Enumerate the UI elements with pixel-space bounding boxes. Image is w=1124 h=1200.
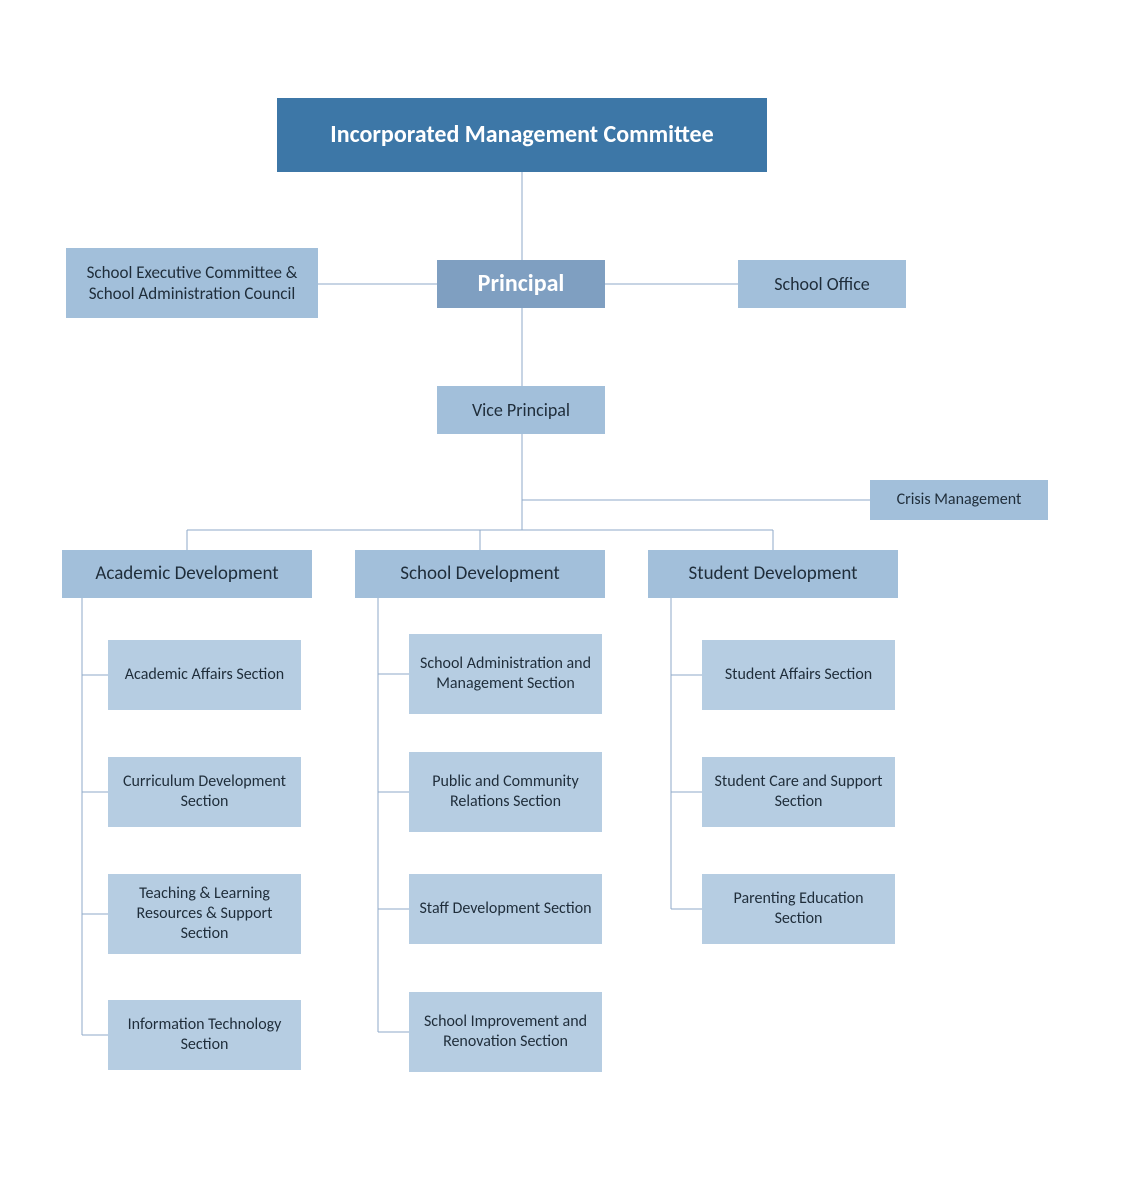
node-parenting-education: Parenting Education Section [702,874,895,944]
node-staff-development: Staff Development Section [409,874,602,944]
node-teaching-resources: Teaching & Learning Resources & Support … [108,874,301,954]
node-school-office: School Office [738,260,906,308]
node-public-relations: Public and Community Relations Section [409,752,602,832]
node-student-affairs: Student Affairs Section [702,640,895,710]
node-information-technology: Information Technology Section [108,1000,301,1070]
node-academic-affairs: Academic Affairs Section [108,640,301,710]
node-student-development: Student Development [648,550,898,598]
node-committee: Incorporated Management Committee [277,98,767,172]
node-student-care: Student Care and Support Section [702,757,895,827]
node-school-admin: School Administration and Management Sec… [409,634,602,714]
node-school-improvement: School Improvement and Renovation Sectio… [409,992,602,1072]
node-curriculum-development: Curriculum Development Section [108,757,301,827]
node-principal: Principal [437,260,605,308]
node-crisis-management: Crisis Management [870,480,1048,520]
node-school-development: School Development [355,550,605,598]
node-exec-committee: School Executive Committee & School Admi… [66,248,318,318]
node-vice-principal: Vice Principal [437,386,605,434]
node-academic-development: Academic Development [62,550,312,598]
